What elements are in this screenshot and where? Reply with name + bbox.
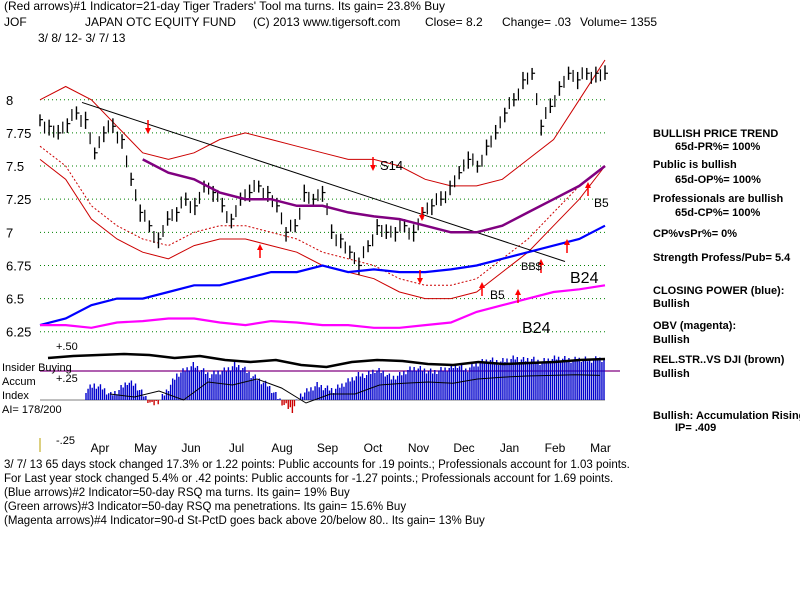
signal-arrow-head [419, 215, 425, 221]
y-tick-label: 6.5 [6, 292, 24, 307]
x-tick-label: Aug [271, 441, 292, 455]
signal-label: S14 [380, 158, 403, 173]
x-tick-label: May [134, 441, 157, 455]
y-tick-label: 7.75 [6, 126, 31, 141]
x-tick-label: Jul [229, 441, 244, 455]
rel-str-line [47, 352, 606, 369]
tick-minus-25: -.25 [56, 435, 75, 447]
summary-line: Bullish [653, 368, 690, 380]
summary-line: Bullish [653, 298, 690, 310]
signal-label: B5 [594, 196, 609, 210]
change-value: Change= .03 [502, 15, 572, 29]
signal-arrow-head [538, 259, 544, 265]
summary-line: REL.STR..VS DJI (brown) [653, 354, 785, 366]
accum-label: Accum [2, 376, 36, 388]
y-tick-label: 7.5 [6, 159, 24, 174]
summary-line: 65d-OP%= 100% [675, 174, 761, 186]
summary-line: CP%vsPr%= 0% [653, 228, 738, 240]
obv-line [40, 284, 606, 329]
y-tick-label: 7 [6, 225, 13, 240]
accum-index-panel [40, 352, 620, 413]
summary-line: Public is bullish [653, 159, 737, 171]
tick-plus-25: +.25 [56, 373, 78, 385]
x-tick-label: Sep [317, 441, 339, 455]
closing-power-line [39, 224, 606, 327]
summary-line: BULLISH PRICE TREND [653, 128, 779, 140]
x-axis-labels: Apr May Jun Jul Aug Sep Oct Nov Dec Jan Feb Mar [39, 438, 611, 455]
symbol: JOF [4, 15, 27, 29]
close-value: Close= 8.2 [425, 15, 483, 29]
tick-plus-50: +.50 [56, 341, 78, 353]
summary-line: Professionals are bullish [653, 193, 784, 205]
x-tick-label: Apr [91, 441, 110, 455]
lower-band [39, 159, 606, 300]
summary-line: OBV (magenta): [653, 320, 737, 332]
x-tick-label: Dec [453, 441, 474, 455]
summary-line: 65d-CP%= 100% [675, 207, 761, 219]
chart-series: S14 B5 B5 B24 B24 BB$ [39, 59, 609, 337]
summary-line: Bullish [653, 334, 690, 346]
footer-line-2: For Last year stock changed 5.4% or .42 … [4, 473, 614, 485]
footer-line-1: 3/ 7/ 13 65 days stock changed 17.3% or … [4, 459, 630, 471]
y-tick-label: 6.75 [6, 258, 31, 273]
y-axis-labels: 8 7.75 7.5 7.25 7 6.75 6.5 6.25 [6, 93, 31, 340]
indicator-line-1: (Red arrows)#1 Indicator=21-day Tiger Tr… [4, 0, 445, 13]
summary-line: IP= .409 [675, 422, 717, 434]
insider-buying-label: Insider Buying [2, 362, 72, 374]
signal-arrow-head [257, 244, 263, 250]
ma-purple [142, 158, 606, 234]
chart-title: JAPAN OTC EQUITY FUND [85, 15, 236, 29]
summary-line: Strength Profess/Pub= 5.4 [653, 252, 791, 264]
summary-line: CLOSING POWER (blue): [653, 285, 785, 297]
x-tick-label: Jun [181, 441, 200, 455]
accum-ma-line [109, 374, 601, 404]
signal-arrow-head [515, 289, 521, 295]
x-tick-label: Mar [590, 441, 611, 455]
signal-arrow-head [145, 128, 151, 134]
date-range: 3/ 8/ 12- 3/ 7/ 13 [38, 31, 126, 45]
summary-line: Bullish: Accumulation Rising [653, 410, 800, 422]
copyright: (C) 2013 www.tigersoft.com [253, 15, 401, 29]
x-tick-label: Feb [545, 441, 566, 455]
signal-arrow-head [417, 278, 423, 284]
volume-value: Volume= 1355 [580, 15, 658, 29]
x-tick-label: Nov [408, 441, 429, 455]
signal-label: B24 [570, 270, 599, 287]
signal-arrow-head [564, 239, 570, 245]
signal-label: BB$ [521, 261, 542, 273]
footer-line-4: (Green arrows)#3 Indicator=50-day RSQ ma… [4, 501, 407, 513]
y-tick-label: 7.25 [6, 192, 31, 207]
y-tick-label: 8 [6, 93, 13, 108]
signal-label: B5 [490, 288, 505, 302]
upper-band [39, 59, 606, 187]
signal-arrow-head [479, 282, 485, 288]
ai-label: AI= 178/200 [2, 404, 62, 416]
signal-label: B24 [522, 320, 551, 337]
footer-line-3: (Blue arrows)#2 Indicator=50-day RSQ ma … [4, 487, 350, 499]
footer-line-5: (Magenta arrows)#4 Indicator=90-d St-Pct… [4, 515, 485, 527]
summary-line: 65d-PR%= 100% [675, 141, 761, 153]
x-tick-label: Jan [500, 441, 519, 455]
signal-arrow-head [370, 165, 376, 171]
x-tick-label: Oct [364, 441, 383, 455]
index-label: Index [2, 390, 29, 402]
signal-arrow-head [585, 182, 591, 188]
y-tick-label: 6.25 [6, 325, 31, 340]
trendline [81, 101, 566, 262]
